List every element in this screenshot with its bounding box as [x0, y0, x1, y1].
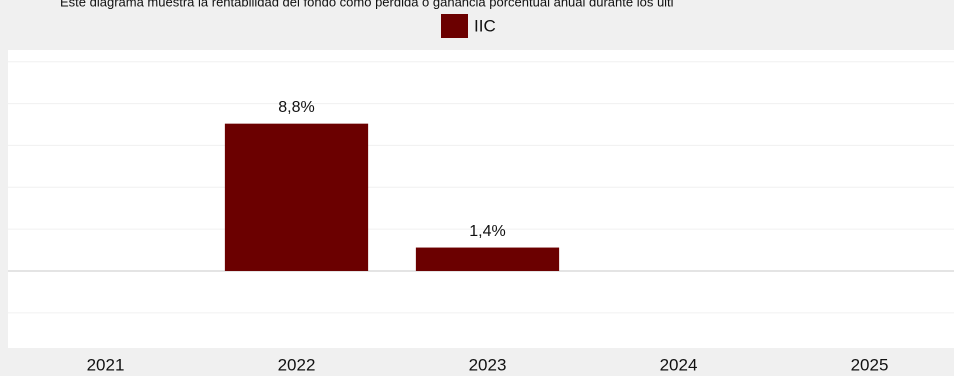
- data-label: 1,4%: [469, 223, 505, 240]
- bar: [415, 247, 560, 271]
- bar: [224, 123, 369, 271]
- x-tick-label: 2022: [278, 355, 316, 374]
- x-tick-label: 2024: [660, 355, 698, 374]
- legend-swatch: [441, 14, 468, 38]
- x-tick-label: 2023: [469, 355, 507, 374]
- x-tick-label: 2025: [851, 355, 889, 374]
- x-tick-label: 2021: [87, 355, 125, 374]
- data-label: 8,8%: [278, 99, 314, 116]
- plot-area: [8, 50, 954, 348]
- legend-label: IIC: [474, 16, 496, 35]
- chart-title: Este diagrama muestra la rentabilidad de…: [60, 0, 674, 9]
